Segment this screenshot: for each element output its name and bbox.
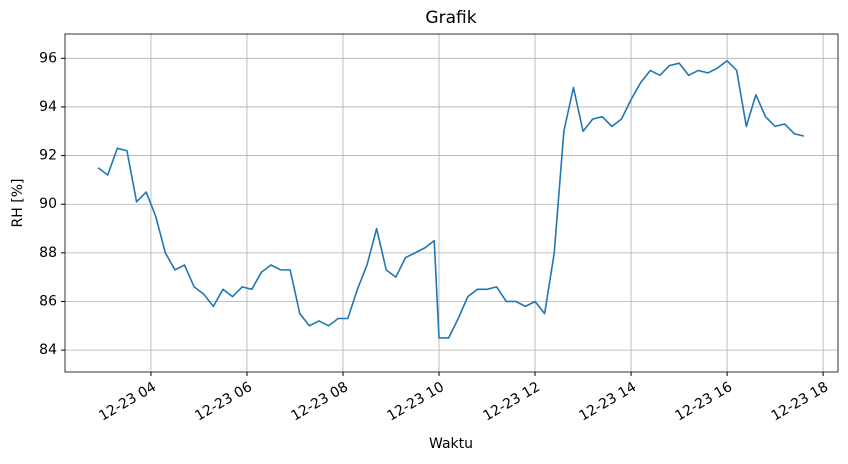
x-tick-label: 12-23 06 [192,379,255,424]
y-tick-label: 96 [39,50,57,66]
data-line [97,59,805,339]
y-tick-label: 92 [39,148,57,164]
y-tick-label: 88 [39,245,57,261]
y-axis-label: RH [%] [10,179,26,228]
plot-frame [64,33,839,373]
x-tick-label: 12-23 16 [673,379,736,424]
chart-title: Grafik [425,8,476,28]
x-tick-label: 12-23 14 [577,379,640,424]
x-tick-label: 12-23 04 [96,379,159,424]
y-tick-label: 90 [39,196,57,212]
x-tick-label: 12-23 10 [384,379,447,424]
y-tick-label: 86 [39,293,57,309]
x-axis-label: Waktu [429,436,473,452]
x-tick-label: 12-23 08 [288,379,351,424]
y-tick-label: 84 [39,342,57,358]
y-tick-label: 94 [39,99,57,115]
x-tick-label: 12-23 12 [481,379,544,424]
x-tick-label: 12-23 18 [769,379,832,424]
